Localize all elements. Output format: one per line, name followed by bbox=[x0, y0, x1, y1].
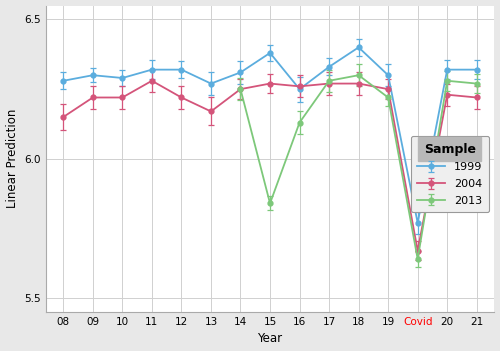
Y-axis label: Linear Prediction: Linear Prediction bbox=[6, 109, 18, 208]
Legend: 1999, 2004, 2013: 1999, 2004, 2013 bbox=[410, 136, 489, 212]
X-axis label: Year: Year bbox=[258, 332, 282, 345]
